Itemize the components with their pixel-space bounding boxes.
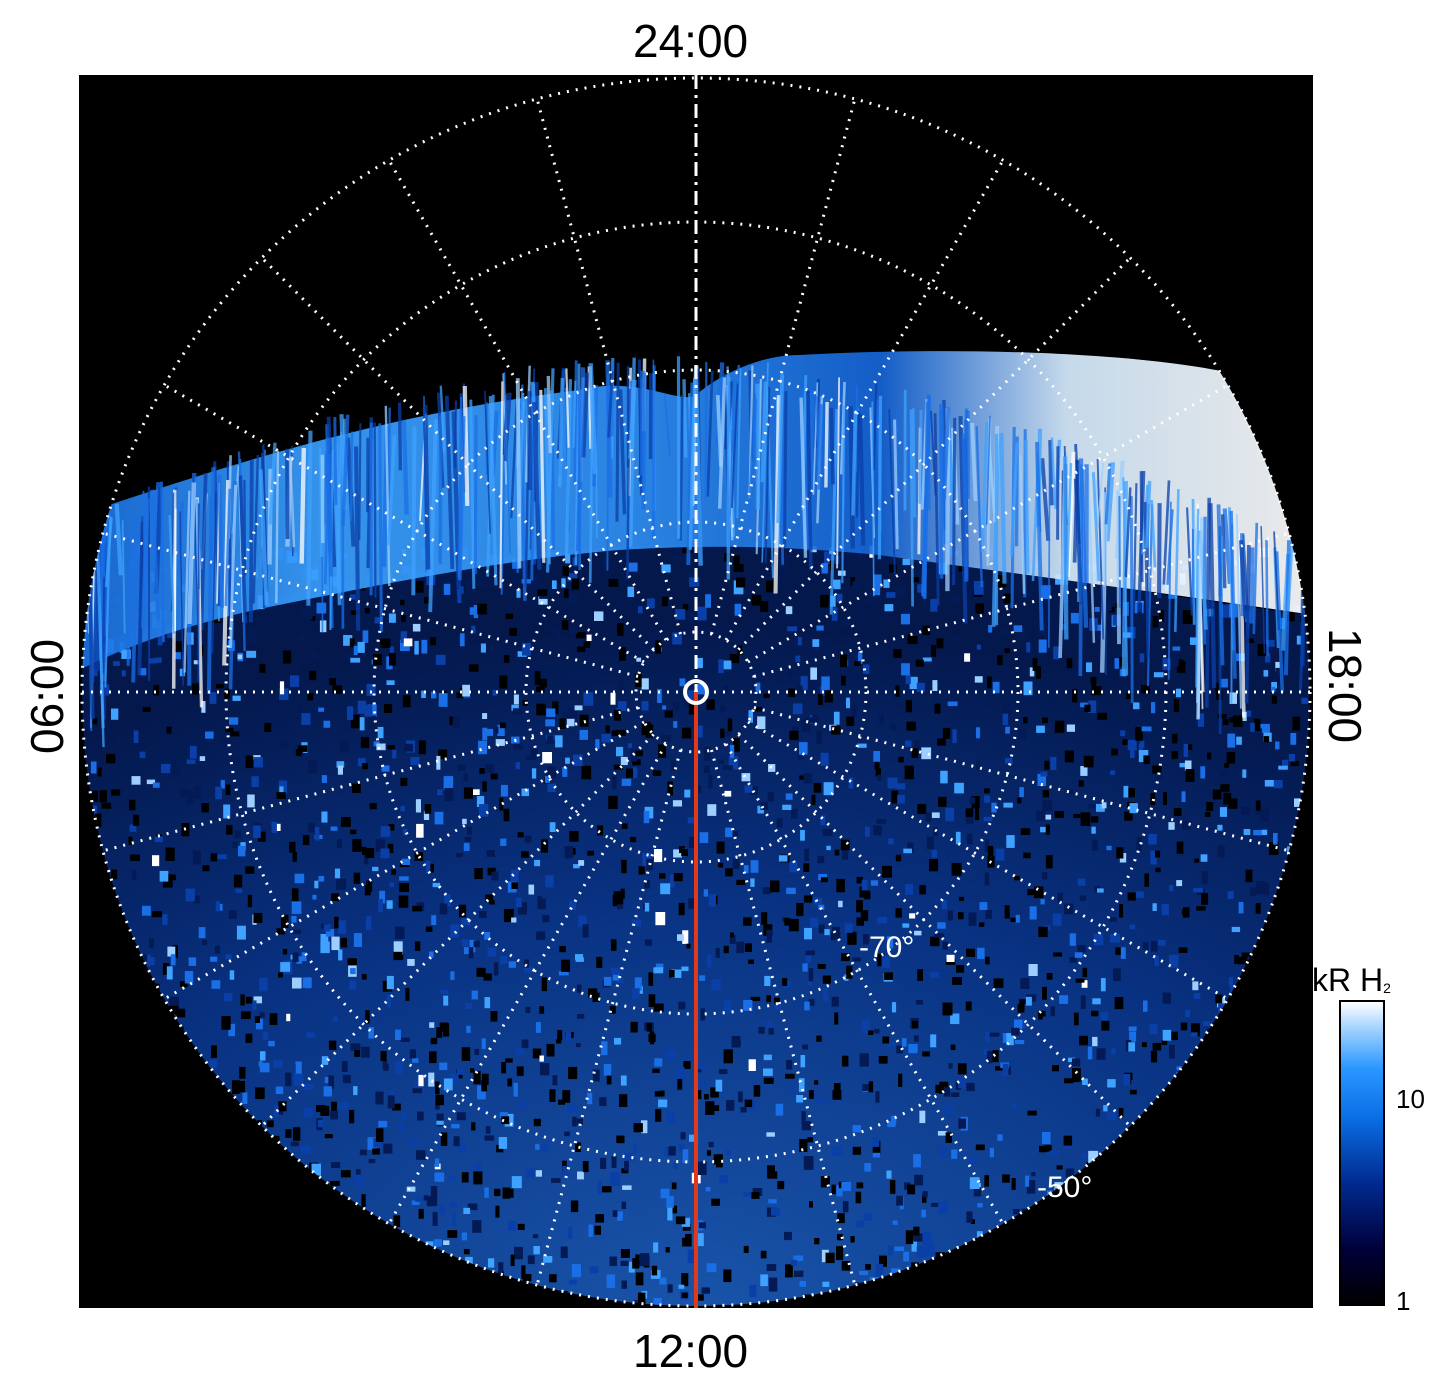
latitude-label-70: -70° (859, 931, 914, 964)
local-time-label-right: 18:00 (1319, 628, 1371, 744)
local-time-label-top: 24:00 (633, 15, 749, 67)
colorbar (1339, 1000, 1385, 1306)
local-time-label-left: 06:00 (21, 638, 73, 754)
colorbar-tick-10: 10 (1396, 1084, 1425, 1114)
polar-map-svg: -70° -50° (80, 75, 1312, 1308)
local-time-label-bottom: 12:00 (633, 1325, 749, 1377)
pole-marker (683, 679, 709, 705)
polar-projection-image: -70° -50° (79, 75, 1313, 1308)
colorbar-title: kR H2 (1312, 962, 1391, 998)
grid-circle-80 (634, 630, 758, 754)
latitude-label-50: -50° (1037, 1171, 1092, 1204)
colorbar-tick-1: 1 (1396, 1286, 1411, 1316)
auroral-streaks (82, 356, 1310, 748)
grid-circle-70 (524, 520, 868, 864)
